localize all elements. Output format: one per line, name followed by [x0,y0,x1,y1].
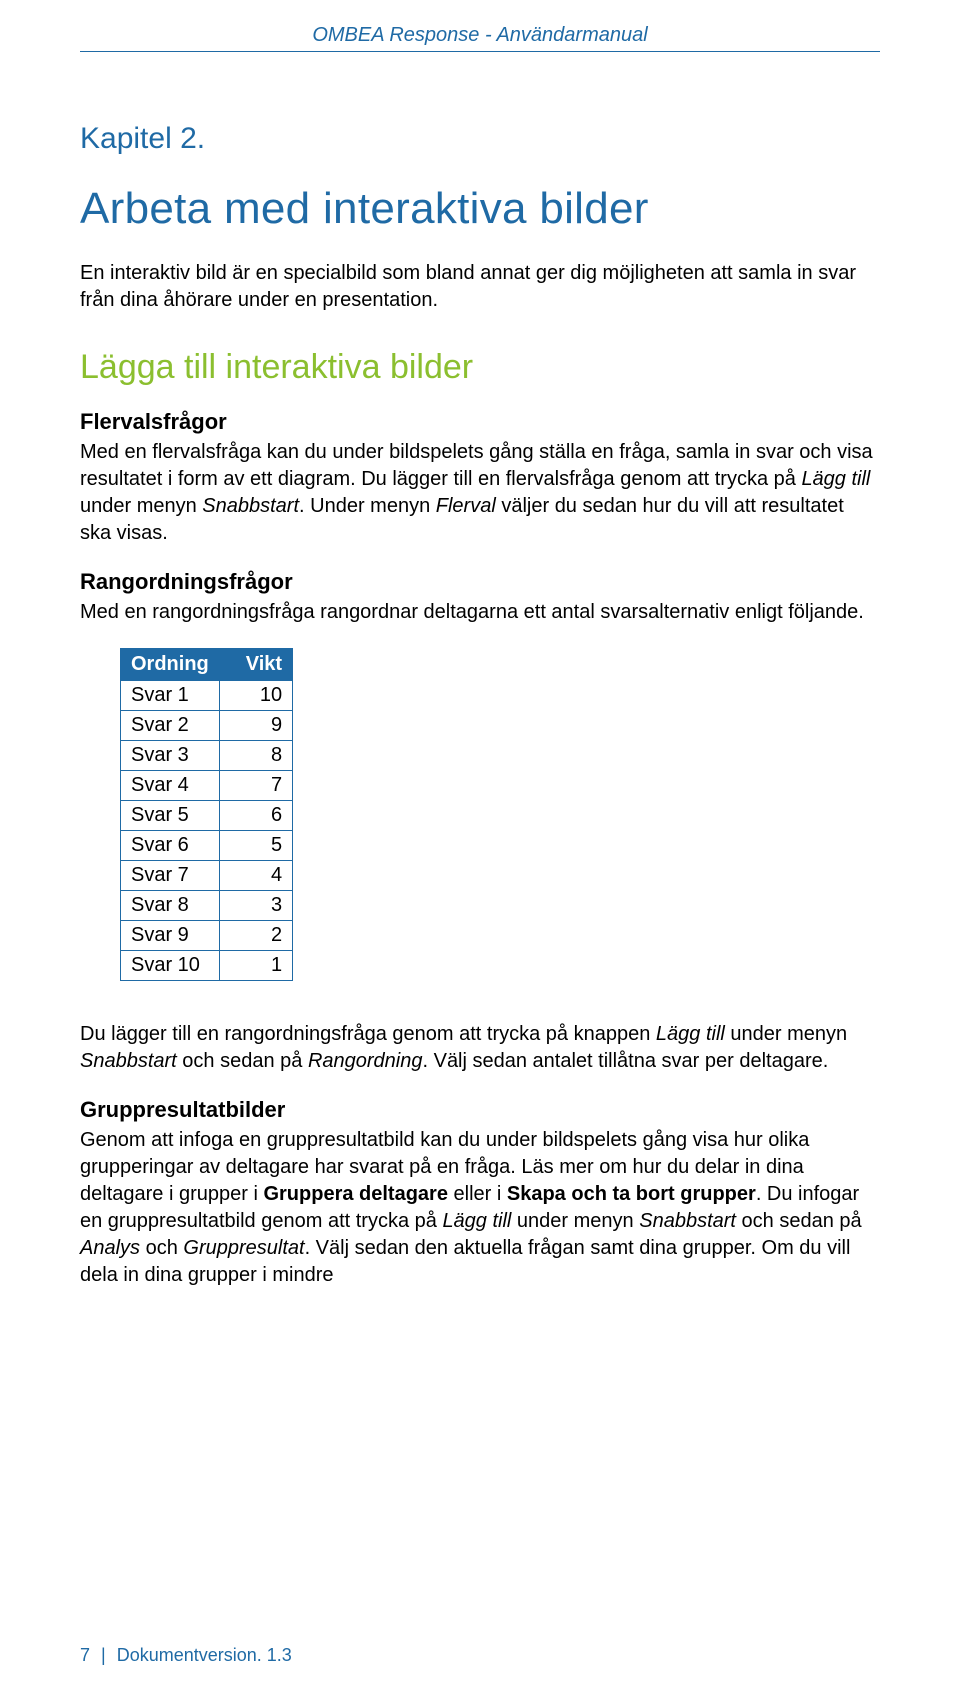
text: eller i [448,1183,507,1205]
text-bold: Gruppera deltagare [263,1183,448,1205]
cell-ordning: Svar 5 [121,801,220,831]
text: . Välj sedan antalet tillåtna svar per d… [422,1050,828,1072]
text-italic: Lägg till [656,1023,725,1045]
text-italic: Snabbstart [639,1210,736,1232]
cell-ordning: Svar 8 [121,891,220,921]
cell-vikt: 9 [219,711,292,741]
text: . Under menyn [299,495,436,517]
table-row: Svar 74 [121,861,293,891]
cell-ordning: Svar 6 [121,831,220,861]
text: under menyn [725,1023,847,1045]
cell-vikt: 2 [219,921,292,951]
page-footer: 7 | Dokumentversion. 1.3 [80,1645,292,1666]
text-italic: Lägg till [442,1210,511,1232]
page: OMBEA Response - Användarmanual Kapitel … [0,0,960,1694]
page-title: Arbeta med interaktiva bilder [80,184,880,234]
cell-ordning: Svar 7 [121,861,220,891]
col-header-ordning: Ordning [121,649,220,681]
col-header-vikt: Vikt [219,649,292,681]
table-row: Svar 56 [121,801,293,831]
text-bold: Skapa och ta bort grupper [507,1183,756,1205]
text-italic: Analys [80,1237,140,1259]
text-italic: Rangordning [308,1050,423,1072]
gruppresultat-paragraph: Genom att infoga en gruppresultatbild ka… [80,1127,880,1289]
table-body: Svar 110 Svar 29 Svar 38 Svar 47 Svar 56… [121,681,293,981]
text-italic: Snabbstart [80,1050,177,1072]
weight-table-wrap: Ordning Vikt Svar 110 Svar 29 Svar 38 Sv… [120,648,880,981]
cell-ordning: Svar 1 [121,681,220,711]
subheading-gruppresultat: Gruppresultatbilder [80,1097,880,1123]
footer-separator: | [101,1645,106,1665]
header-rule [80,51,880,52]
table-row: Svar 65 [121,831,293,861]
after-table-paragraph: Du lägger till en rangordningsfråga geno… [80,1021,880,1075]
text-italic: Lägg till [801,468,870,490]
table-row: Svar 29 [121,711,293,741]
cell-ordning: Svar 3 [121,741,220,771]
table-row: Svar 101 [121,951,293,981]
cell-vikt: 6 [219,801,292,831]
table-row: Svar 83 [121,891,293,921]
cell-ordning: Svar 4 [121,771,220,801]
subheading-flerval: Flervalsfrågor [80,409,880,435]
cell-ordning: Svar 9 [121,921,220,951]
section-heading: Lägga till interaktiva bilder [80,348,880,387]
cell-ordning: Svar 10 [121,951,220,981]
rangordning-paragraph: Med en rangordningsfråga rangordnar delt… [80,599,880,626]
text: och sedan på [736,1210,862,1232]
cell-vikt: 3 [219,891,292,921]
running-header: OMBEA Response - Användarmanual [80,24,880,47]
table-row: Svar 92 [121,921,293,951]
cell-vikt: 1 [219,951,292,981]
chapter-label: Kapitel 2. [80,122,880,156]
cell-vikt: 10 [219,681,292,711]
text-italic: Flerval [436,495,496,517]
text: under menyn [80,495,202,517]
table-row: Svar 47 [121,771,293,801]
intro-paragraph: En interaktiv bild är en specialbild som… [80,260,880,314]
page-number: 7 [80,1645,90,1665]
text: under menyn [511,1210,639,1232]
flerval-paragraph: Med en flervalsfråga kan du under bildsp… [80,439,880,547]
cell-vikt: 7 [219,771,292,801]
doc-version: Dokumentversion. 1.3 [117,1645,292,1665]
cell-ordning: Svar 2 [121,711,220,741]
text: Du lägger till en rangordningsfråga geno… [80,1023,656,1045]
text: Med en flervalsfråga kan du under bildsp… [80,441,873,490]
cell-vikt: 8 [219,741,292,771]
cell-vikt: 4 [219,861,292,891]
table-row: Svar 110 [121,681,293,711]
cell-vikt: 5 [219,831,292,861]
text: och [140,1237,183,1259]
table-row: Svar 38 [121,741,293,771]
text-italic: Gruppresultat [183,1237,304,1259]
weight-table: Ordning Vikt Svar 110 Svar 29 Svar 38 Sv… [120,648,293,981]
text-italic: Snabbstart [202,495,299,517]
subheading-rangordning: Rangordningsfrågor [80,569,880,595]
text: och sedan på [177,1050,308,1072]
table-header-row: Ordning Vikt [121,649,293,681]
